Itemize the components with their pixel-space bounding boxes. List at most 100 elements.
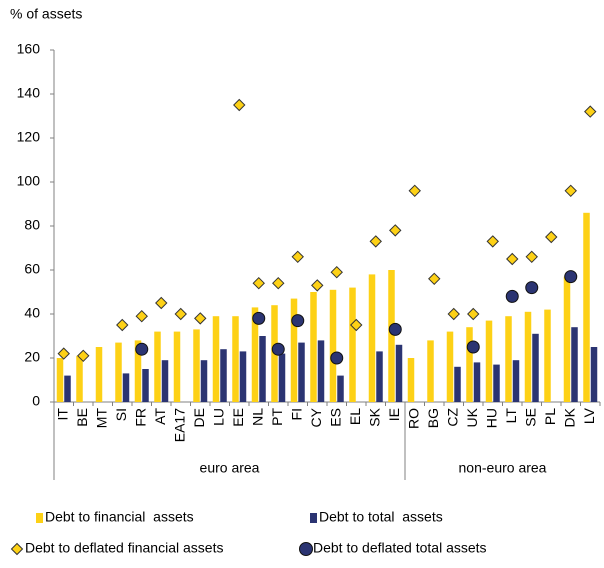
x-tick-label: LV <box>581 407 597 424</box>
circle-marker <box>466 340 480 354</box>
bar <box>251 307 259 402</box>
x-tick-label: SI <box>113 408 129 421</box>
y-tick-label: 0 <box>32 393 40 409</box>
bar <box>193 329 200 402</box>
diamond-marker <box>525 250 538 264</box>
bar <box>493 364 500 402</box>
diamond-marker <box>369 235 382 248</box>
bar <box>571 327 578 402</box>
bar <box>590 347 598 402</box>
bar <box>220 349 227 402</box>
bar <box>583 212 590 402</box>
y-tick-label: 20 <box>24 349 40 365</box>
x-tick-label: IE <box>386 408 402 421</box>
x-tick-label: HU <box>483 408 499 428</box>
x-tick-label: PT <box>269 408 285 426</box>
x-tick-label: BG <box>425 408 441 428</box>
x-tick-label: EE <box>230 408 246 427</box>
diamond-marker <box>57 347 70 360</box>
y-tick-label: 140 <box>17 85 41 101</box>
legend-label: Debt to total assets <box>319 509 443 525</box>
legend-swatch <box>310 513 317 523</box>
x-tick-label: NL <box>249 408 265 426</box>
group-label: euro area <box>200 460 260 476</box>
y-tick-label: 40 <box>24 305 40 321</box>
bar <box>368 274 376 402</box>
legend-swatch <box>10 542 24 556</box>
circle-marker <box>271 342 285 356</box>
diamond-marker <box>155 296 168 310</box>
bar <box>407 358 415 402</box>
diamond-marker <box>174 307 187 321</box>
diamond-marker <box>350 318 363 332</box>
bar <box>310 292 317 402</box>
bar <box>337 375 344 402</box>
circle-marker <box>564 270 578 284</box>
diamond-marker <box>545 230 558 244</box>
bar <box>317 340 325 402</box>
diamond-marker <box>311 279 324 292</box>
bar <box>212 316 220 402</box>
circle-marker <box>388 322 402 336</box>
x-tick-label: AT <box>152 408 168 425</box>
bar <box>76 355 83 402</box>
legend-swatch <box>299 542 313 556</box>
diamond-marker <box>584 105 597 118</box>
bar <box>232 316 239 402</box>
bar <box>239 351 247 402</box>
x-tick-label: CY <box>308 407 324 427</box>
bar <box>388 270 395 402</box>
legend-label: Debt to financial assets <box>45 509 194 525</box>
diamond-marker <box>252 276 265 290</box>
diamond-marker <box>389 224 402 237</box>
bar <box>154 331 161 402</box>
legend-label: Debt to deflated total assets <box>313 540 487 556</box>
diamond-marker <box>194 312 207 325</box>
bar <box>466 327 473 402</box>
bar <box>427 340 434 402</box>
legend-swatch <box>36 513 43 523</box>
x-tick-label: DK <box>561 407 577 427</box>
diamond-marker <box>135 309 148 323</box>
diamond-marker <box>233 98 246 112</box>
y-tick-label: 160 <box>17 41 41 57</box>
bar <box>454 366 461 402</box>
bar <box>64 375 71 402</box>
diamond-marker <box>486 235 499 248</box>
bar <box>298 342 305 402</box>
x-tick-label: DE <box>191 408 207 427</box>
diamond-marker <box>77 349 90 363</box>
bar <box>329 289 337 402</box>
diamond-marker <box>447 307 460 321</box>
bar <box>122 373 130 402</box>
diamond-marker <box>291 250 304 264</box>
bar <box>512 360 520 402</box>
x-tick-label: RO <box>405 408 421 429</box>
bar <box>446 331 454 402</box>
bar <box>563 276 571 402</box>
diamond-marker <box>272 276 285 290</box>
diamond-marker <box>506 252 519 266</box>
bar <box>544 309 551 402</box>
x-tick-label: IT <box>54 408 70 421</box>
bar <box>259 336 266 402</box>
bar <box>290 298 298 402</box>
bar <box>395 344 403 402</box>
x-tick-label: EL <box>347 408 363 425</box>
circle-marker <box>291 314 305 328</box>
x-tick-label: ES <box>327 408 343 427</box>
diamond-marker <box>330 265 343 279</box>
y-tick-label: 80 <box>24 217 40 233</box>
x-tick-label: FR <box>132 408 148 427</box>
group-label: non-euro area <box>459 460 547 476</box>
diamond-marker <box>116 318 129 332</box>
bar <box>524 311 532 402</box>
bar <box>173 331 181 402</box>
circle-marker <box>252 311 266 325</box>
diamond-marker <box>428 272 441 286</box>
x-tick-label: LT <box>503 408 519 424</box>
circle-marker <box>505 289 519 303</box>
x-tick-label: SK <box>366 407 382 426</box>
diamond-marker <box>564 184 577 198</box>
